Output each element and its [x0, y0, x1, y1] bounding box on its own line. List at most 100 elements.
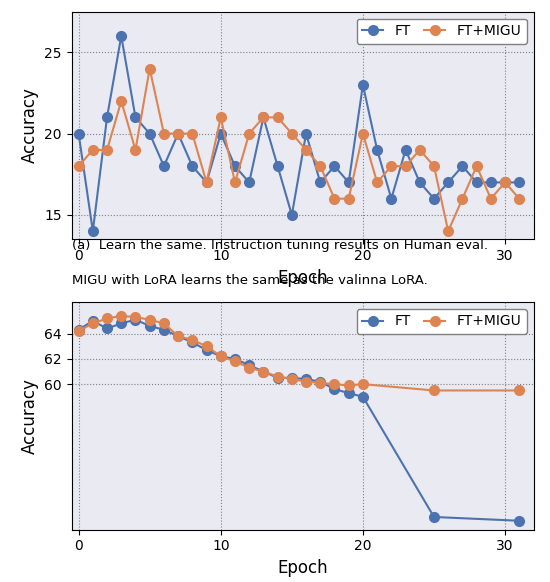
- FT+MIGU: [217, 114, 224, 121]
- FT+MIGU: [189, 130, 196, 137]
- FT: [118, 33, 124, 40]
- FT+MIGU: [431, 162, 437, 169]
- FT: [388, 195, 395, 202]
- FT: [516, 517, 522, 524]
- FT+MIGU: [175, 332, 182, 339]
- FT+MIGU: [132, 314, 139, 321]
- X-axis label: Epoch: Epoch: [277, 559, 328, 577]
- FT: [402, 147, 409, 154]
- FT: [260, 114, 267, 121]
- FT: [459, 162, 466, 169]
- FT+MIGU: [388, 162, 395, 169]
- Line: FT+MIGU: FT+MIGU: [74, 63, 524, 236]
- FT+MIGU: [317, 379, 323, 386]
- FT+MIGU: [146, 65, 153, 72]
- FT: [175, 332, 182, 339]
- FT+MIGU: [118, 313, 124, 320]
- FT+MIGU: [402, 162, 409, 169]
- FT+MIGU: [260, 114, 267, 121]
- FT+MIGU: [416, 147, 423, 154]
- FT+MIGU: [175, 130, 182, 137]
- FT: [146, 130, 153, 137]
- FT: [175, 130, 182, 137]
- FT+MIGU: [90, 147, 96, 154]
- FT: [274, 162, 281, 169]
- FT: [132, 316, 139, 323]
- FT: [161, 327, 167, 333]
- FT+MIGU: [274, 373, 281, 380]
- FT: [132, 114, 139, 121]
- FT: [118, 320, 124, 327]
- FT+MIGU: [217, 353, 224, 360]
- FT: [189, 162, 196, 169]
- FT+MIGU: [189, 336, 196, 343]
- FT: [431, 195, 437, 202]
- FT: [302, 375, 309, 382]
- FT+MIGU: [360, 130, 366, 137]
- FT+MIGU: [302, 147, 309, 154]
- Y-axis label: Accuracy: Accuracy: [20, 87, 38, 164]
- FT: [289, 374, 295, 381]
- FT: [331, 162, 338, 169]
- FT: [75, 327, 82, 333]
- FT: [104, 114, 111, 121]
- Line: FT: FT: [74, 315, 524, 526]
- FT: [445, 179, 452, 186]
- FT+MIGU: [232, 358, 238, 365]
- FT+MIGU: [274, 114, 281, 121]
- FT: [487, 179, 494, 186]
- FT: [204, 346, 210, 353]
- FT+MIGU: [502, 179, 508, 186]
- FT+MIGU: [474, 162, 480, 169]
- FT: [274, 374, 281, 381]
- FT: [502, 179, 508, 186]
- FT+MIGU: [75, 162, 82, 169]
- FT: [217, 353, 224, 360]
- FT+MIGU: [374, 179, 381, 186]
- FT+MIGU: [516, 387, 522, 394]
- FT+MIGU: [345, 195, 352, 202]
- FT+MIGU: [104, 315, 111, 322]
- FT: [217, 130, 224, 137]
- FT: [317, 378, 323, 385]
- FT+MIGU: [331, 381, 338, 388]
- FT: [431, 513, 437, 520]
- FT+MIGU: [204, 179, 210, 186]
- FT: [204, 179, 210, 186]
- FT: [317, 179, 323, 186]
- FT+MIGU: [459, 195, 466, 202]
- FT+MIGU: [161, 130, 167, 137]
- FT+MIGU: [104, 147, 111, 154]
- FT+MIGU: [75, 328, 82, 335]
- FT+MIGU: [317, 162, 323, 169]
- Line: FT: FT: [74, 31, 524, 236]
- FT+MIGU: [331, 195, 338, 202]
- FT+MIGU: [118, 98, 124, 105]
- FT+MIGU: [289, 130, 295, 137]
- Text: (a)  Learn the same. Instruction tuning results on Human eval.: (a) Learn the same. Instruction tuning r…: [72, 239, 487, 253]
- FT: [374, 147, 381, 154]
- FT: [345, 389, 352, 396]
- FT: [232, 162, 238, 169]
- FT+MIGU: [516, 195, 522, 202]
- FT: [90, 228, 96, 235]
- FT: [246, 361, 252, 368]
- FT+MIGU: [132, 147, 139, 154]
- Text: MIGU with LoRA learns the same as the valinna LoRA.: MIGU with LoRA learns the same as the va…: [72, 274, 427, 287]
- FT: [146, 322, 153, 329]
- FT: [474, 179, 480, 186]
- FT: [189, 339, 196, 346]
- FT+MIGU: [289, 375, 295, 382]
- Line: FT+MIGU: FT+MIGU: [74, 311, 524, 395]
- FT: [104, 325, 111, 332]
- FT+MIGU: [345, 382, 352, 389]
- FT: [516, 179, 522, 186]
- FT+MIGU: [161, 320, 167, 327]
- FT+MIGU: [302, 378, 309, 385]
- FT+MIGU: [204, 343, 210, 350]
- FT: [260, 368, 267, 375]
- FT+MIGU: [146, 316, 153, 323]
- FT: [360, 393, 366, 400]
- X-axis label: Epoch: Epoch: [277, 269, 328, 286]
- FT+MIGU: [232, 179, 238, 186]
